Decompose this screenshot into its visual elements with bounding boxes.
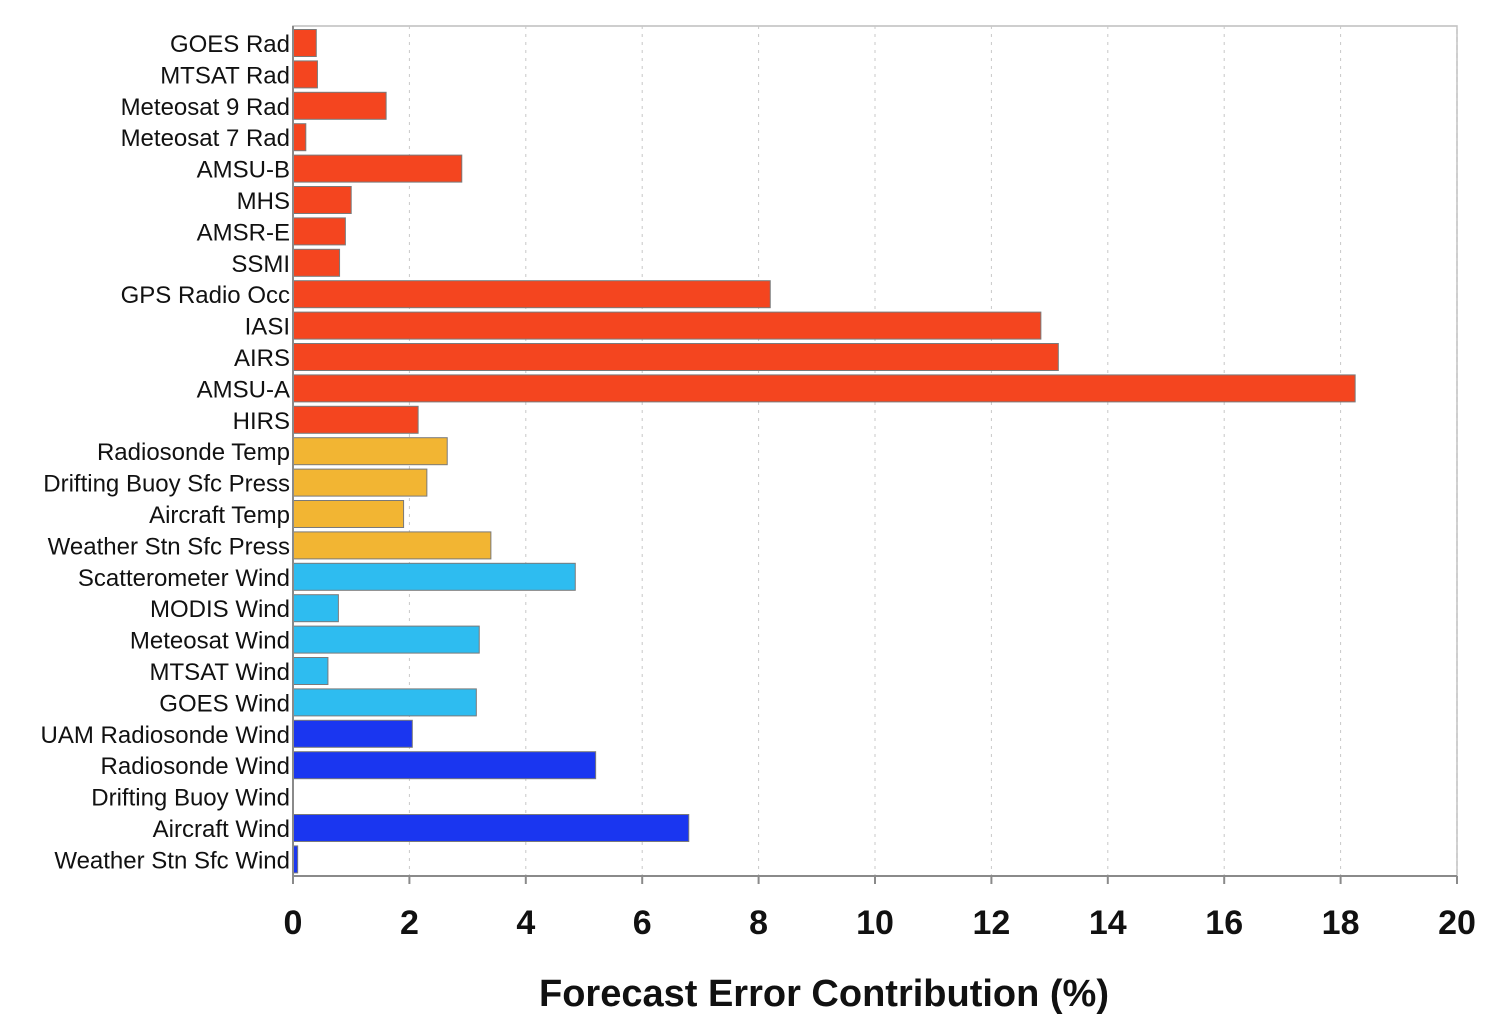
category-label-1: MTSAT Rad xyxy=(160,62,290,89)
bar-2 xyxy=(292,91,387,120)
category-label-4: AMSU-B xyxy=(197,157,290,184)
bar-9 xyxy=(292,311,1042,340)
bar-1 xyxy=(292,60,318,89)
category-label-22: UAM Radiosonde Wind xyxy=(41,722,290,749)
category-label-26: Weather Stn Sfc Wind xyxy=(54,847,290,874)
category-label-12: HIRS xyxy=(233,408,290,435)
category-label-18: MODIS Wind xyxy=(150,596,290,623)
category-label-16: Weather Stn Sfc Press xyxy=(48,533,290,560)
x-tick-label-5: 10 xyxy=(856,904,894,942)
bar-12 xyxy=(292,405,419,434)
bar-14 xyxy=(292,468,428,497)
bar-11 xyxy=(292,374,1356,403)
category-labels: GOES Rad MTSAT Rad Meteosat 9 Rad Meteosat … xyxy=(41,31,290,874)
category-label-8: GPS Radio Occ xyxy=(121,282,290,309)
bar-13 xyxy=(292,437,448,466)
x-tick-label-6: 12 xyxy=(972,904,1010,942)
bar-22 xyxy=(292,719,413,748)
bar-18 xyxy=(292,594,339,623)
category-label-11: AMSU-A xyxy=(197,376,290,403)
x-axis-title: Forecast Error Contribution (%) xyxy=(539,973,1109,1015)
x-tick-label-9: 18 xyxy=(1322,904,1360,942)
x-axis-ticks: 0 2 4 6 8 10 12 14 16 18 20 xyxy=(284,876,1476,942)
category-label-13: Radiosonde Temp xyxy=(97,439,290,466)
category-label-15: Aircraft Temp xyxy=(149,502,290,529)
bar-4 xyxy=(292,154,463,183)
bar-20 xyxy=(292,657,329,685)
category-label-3: Meteosat 7 Rad xyxy=(121,125,290,152)
bar-0 xyxy=(292,29,317,57)
bar-group xyxy=(292,29,1356,874)
category-label-25: Aircraft Wind xyxy=(153,816,290,843)
category-label-10: AIRS xyxy=(234,345,290,372)
category-label-5: MHS xyxy=(237,188,290,215)
category-label-21: GOES Wind xyxy=(159,690,290,717)
bar-21 xyxy=(292,688,477,717)
bar-15 xyxy=(292,500,405,528)
x-tick-label-0: 0 xyxy=(284,904,303,942)
x-tick-label-7: 14 xyxy=(1089,904,1127,942)
category-label-19: Meteosat Wind xyxy=(130,628,290,655)
category-label-2: Meteosat 9 Rad xyxy=(121,94,290,121)
x-tick-label-1: 2 xyxy=(400,904,419,942)
category-label-7: SSMI xyxy=(231,251,290,278)
x-tick-label-10: 20 xyxy=(1438,904,1476,942)
category-label-20: MTSAT Wind xyxy=(150,659,290,686)
category-label-9: IASI xyxy=(245,314,290,341)
category-label-23: Radiosonde Wind xyxy=(101,753,290,780)
bar-17 xyxy=(292,562,576,591)
category-label-24: Drifting Buoy Wind xyxy=(91,785,290,812)
bar-23 xyxy=(292,751,597,780)
category-label-14: Drifting Buoy Sfc Press xyxy=(43,471,290,498)
x-tick-label-8: 16 xyxy=(1205,904,1243,942)
bar-10 xyxy=(292,343,1059,371)
bar-25 xyxy=(292,814,690,842)
grid-lines xyxy=(408,26,1458,876)
bar-7 xyxy=(292,248,341,277)
bar-19 xyxy=(292,625,480,654)
bar-16 xyxy=(292,531,492,560)
bar-5 xyxy=(292,186,352,214)
x-tick-label-4: 8 xyxy=(749,904,768,942)
bar-6 xyxy=(292,217,346,246)
x-tick-label-3: 6 xyxy=(633,904,652,942)
bar-3 xyxy=(292,123,307,152)
category-label-6: AMSR-E xyxy=(197,219,290,246)
category-label-0: GOES Rad xyxy=(170,31,290,58)
x-tick-label-2: 4 xyxy=(516,904,535,942)
category-label-17: Scatterometer Wind xyxy=(78,565,290,592)
bar-8 xyxy=(292,280,771,309)
